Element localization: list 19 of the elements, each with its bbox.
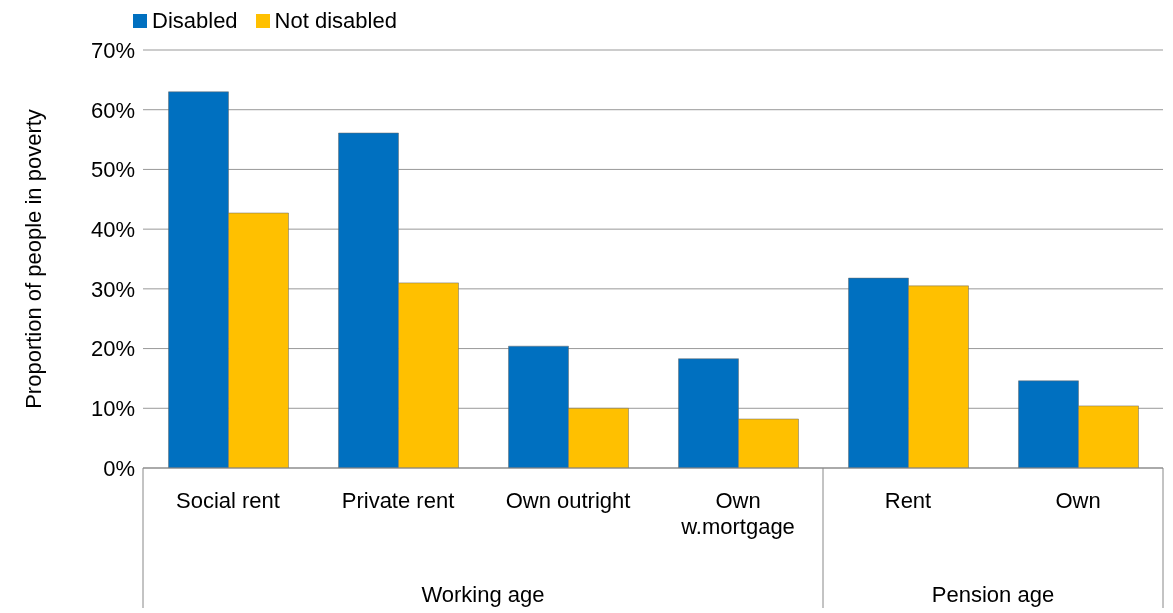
y-axis-title: Proportion of people in poverty: [20, 109, 46, 409]
x-tick-label: Own: [1055, 488, 1101, 513]
y-tick-label: 50%: [90, 157, 135, 183]
y-tick-label: 40%: [90, 216, 135, 242]
x-tick-label: Private rent: [341, 488, 455, 513]
x-tick-label: Rent: [884, 488, 932, 513]
y-tick-label: 0%: [103, 455, 135, 481]
legend-label: Not disabled: [274, 8, 397, 34]
y-tick-label: 20%: [90, 336, 135, 362]
y-tick-label: 70%: [90, 37, 135, 63]
y-tick-label: 60%: [90, 97, 135, 123]
x-tick-label: Own outright: [505, 488, 631, 513]
x-tick-label: Social rent: [176, 488, 280, 513]
y-tick-label: 30%: [90, 276, 135, 302]
text: Pension age: [931, 582, 1055, 607]
y-tick-label: 10%: [90, 396, 135, 422]
text: Working age: [421, 582, 545, 607]
legend-label: Disabled: [152, 8, 238, 34]
x-tick-label: Own w.mortgage: [680, 488, 795, 539]
